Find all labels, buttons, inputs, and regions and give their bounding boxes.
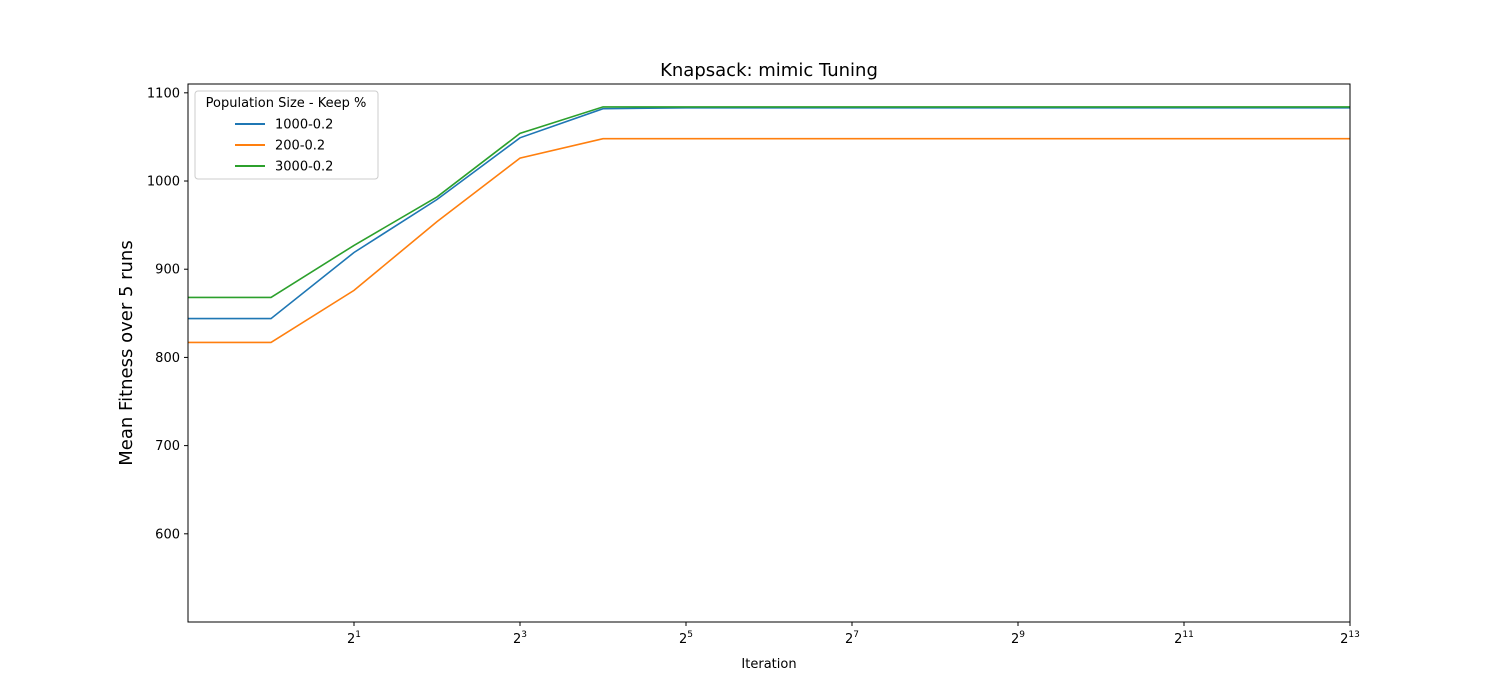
- y-tick-label: 1000: [147, 175, 180, 190]
- legend-label: 200-0.2: [275, 139, 325, 154]
- x-tick-label: 211: [1174, 630, 1194, 647]
- x-tick-label: 25: [679, 630, 693, 647]
- y-tick-label: 600: [155, 527, 180, 542]
- x-tick-label: 29: [1011, 630, 1025, 647]
- x-axis-ticks: 21 23 25 27 29 211 213: [347, 622, 1360, 647]
- y-tick-label: 1100: [147, 86, 180, 101]
- legend: Population Size - Keep % 1000-0.2 200-0.2…: [194, 90, 379, 180]
- legend-label: 3000-0.2: [275, 160, 333, 175]
- y-axis-ticks: 600 700 800 900 1000 1100: [147, 86, 188, 542]
- series-line-1000-0.2: [188, 107, 1350, 320]
- y-tick-label: 800: [155, 351, 180, 366]
- chart-title: Knapsack: mimic Tuning: [660, 60, 878, 81]
- series-layer: [188, 106, 1350, 344]
- legend-box: [194, 90, 379, 180]
- plot-area-frame: [187, 83, 1351, 623]
- legend-title: Population Size - Keep %: [206, 96, 367, 111]
- legend-label: 1000-0.2: [275, 118, 333, 133]
- y-axis-label: Mean Fitness over 5 runs: [116, 240, 137, 465]
- x-tick-label: 27: [845, 630, 859, 647]
- series-line-200-0.2: [188, 137, 1350, 344]
- x-axis-label: Iteration: [741, 657, 796, 672]
- y-tick-label: 900: [155, 263, 180, 278]
- legend-entries: 1000-0.2 200-0.2 3000-0.2: [235, 118, 333, 175]
- y-tick-label: 700: [155, 439, 180, 454]
- x-tick-label: 21: [347, 630, 361, 647]
- x-tick-label: 213: [1340, 630, 1360, 647]
- series-line-3000-0.2: [188, 106, 1350, 299]
- x-tick-label: 23: [513, 630, 527, 647]
